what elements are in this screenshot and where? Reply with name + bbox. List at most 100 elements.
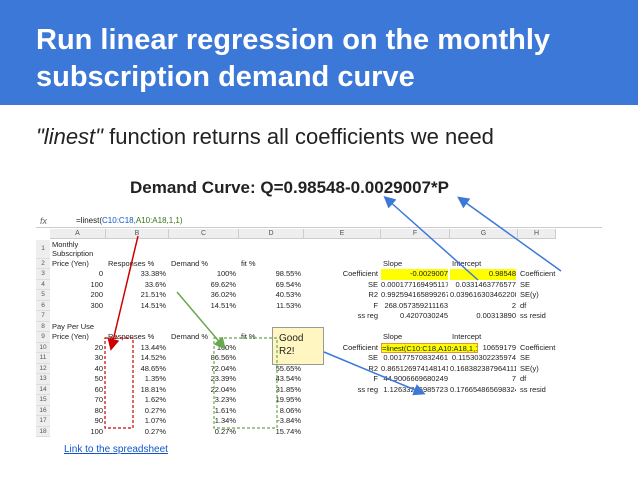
data-cell: 14.51% — [210, 300, 236, 310]
data-cell: 100% — [216, 342, 236, 352]
data-cell: 18.81% — [140, 384, 166, 394]
stats-value: 0.98548 — [450, 269, 516, 280]
row-header: 13 — [36, 374, 50, 385]
stats-value: 0.00177570832461 — [383, 353, 448, 362]
data-cell: 36.02% — [210, 290, 236, 299]
data-cell: 0.27% — [214, 426, 236, 436]
stats-label: Coefficient — [520, 342, 556, 352]
stats-label: ss resid — [520, 311, 546, 320]
header-cell: Price (Yen) — [52, 258, 89, 268]
stats-value: 1.12633236985723 — [383, 384, 448, 394]
data-cell: 1.34% — [214, 416, 236, 425]
stats-value: -0.0029007 — [381, 269, 448, 280]
row-header: 11 — [36, 353, 50, 364]
data-cell: 22.04% — [210, 384, 236, 394]
column-header: D — [239, 229, 304, 239]
function-name: "linest" — [36, 124, 103, 149]
data-cell: 72.04% — [210, 363, 236, 373]
row-header: 8 — [36, 321, 50, 332]
stats-value: 0.992594165899267 — [381, 290, 448, 299]
stats-value: 0.000177169495117 — [381, 279, 448, 289]
data-cell: 70 — [94, 395, 103, 404]
data-cell: 43.54% — [275, 374, 301, 383]
stats-label: F — [373, 300, 378, 310]
data-cell: 1.61% — [214, 405, 236, 415]
row-header: 4 — [36, 279, 50, 290]
data-cell: 55.65% — [275, 363, 301, 373]
stats-label: df — [520, 374, 527, 383]
row-header: 17 — [36, 416, 50, 427]
data-cell: 1.62% — [144, 395, 166, 404]
stats-value: 2 — [511, 300, 516, 310]
data-cell: 200 — [90, 290, 103, 299]
data-cell: 0.27% — [144, 405, 166, 415]
stats-label: R2 — [368, 290, 378, 299]
data-cell: 69.54% — [275, 279, 301, 289]
stats-header: Slope — [383, 258, 403, 268]
header-cell: Demand % — [171, 258, 209, 268]
data-cell: 40.53% — [275, 290, 301, 299]
data-cell: 69.62% — [210, 279, 236, 289]
row-header: 2 — [36, 258, 50, 269]
stats-value: 0.176654865698324 — [450, 384, 516, 394]
slide-subtitle: "linest" function returns all coefficien… — [36, 124, 494, 150]
data-cell: 14.51% — [140, 300, 166, 310]
row-header: 7 — [36, 311, 50, 322]
formula-text: =linest(C10:C18,A10:A18,1,1) — [76, 216, 183, 225]
stats-label: ss reg — [357, 384, 378, 394]
row-header: 1 — [36, 240, 50, 259]
row-header: 16 — [36, 405, 50, 416]
data-cell: 50 — [94, 374, 103, 383]
slide-title: Run linear regression on the monthly sub… — [36, 24, 551, 93]
stats-label: df — [520, 300, 527, 310]
row-header: 15 — [36, 395, 50, 406]
header-cell: fit % — [241, 332, 256, 341]
stats-header: Slope — [383, 332, 403, 341]
stats-label: SE — [367, 279, 378, 289]
linest-formula-cell: =linest(C10:C18,A10:A18,1,1) — [381, 342, 478, 353]
column-header: G — [450, 229, 518, 239]
stats-header: Intercept — [452, 258, 482, 268]
cell-label: Pay Per Use — [52, 321, 95, 331]
stats-value: 268.057359211163 — [384, 300, 448, 310]
data-cell: 48.65% — [140, 363, 166, 373]
stats-label: R2 — [368, 363, 378, 373]
data-cell: 100 — [90, 426, 103, 436]
stats-value: 0.11530302235974 — [451, 353, 516, 362]
data-cell: 100% — [216, 269, 236, 278]
data-cell: 14.52% — [140, 353, 166, 362]
data-cell: 13.44% — [140, 342, 166, 352]
stats-value: 0.00313890 — [476, 311, 516, 320]
stats-label: SE(y) — [520, 290, 539, 299]
good-r2-callout: Good R2! — [272, 327, 324, 365]
column-header: B — [106, 229, 169, 239]
data-cell: 21.51% — [140, 290, 166, 299]
row-header: 3 — [36, 269, 50, 280]
data-cell: 20 — [94, 342, 103, 352]
data-cell: 80 — [94, 405, 103, 415]
column-header: A — [50, 229, 106, 239]
stats-value: 0.0331463776577 — [455, 279, 516, 289]
stats-label: SE — [520, 353, 531, 362]
stats-label: F — [373, 374, 378, 383]
subtitle-text: function returns all coefficients we nee… — [102, 124, 494, 149]
data-cell: 30 — [94, 353, 103, 362]
data-cell: 23.39% — [210, 374, 236, 383]
row-header: 9 — [36, 332, 50, 343]
data-cell: 19.95% — [275, 395, 301, 404]
stats-label: ss resid — [520, 384, 546, 394]
row-header: 18 — [36, 426, 50, 437]
stats-value: 0.168382387964111 — [450, 363, 516, 373]
data-cell: 40 — [94, 363, 103, 373]
title-bar: Run linear regression on the monthly sub… — [0, 0, 638, 105]
data-cell: 33.38% — [140, 269, 166, 278]
stats-label: Coefficient — [520, 269, 556, 278]
row-header: 5 — [36, 290, 50, 301]
stats-value: 0.4207030245 — [400, 311, 448, 320]
cell-label: Monthly Subscription — [52, 240, 94, 258]
data-cell: 100 — [90, 279, 103, 289]
spreadsheet-link[interactable]: Link to the spreadsheet — [64, 444, 168, 455]
column-header: E — [304, 229, 381, 239]
